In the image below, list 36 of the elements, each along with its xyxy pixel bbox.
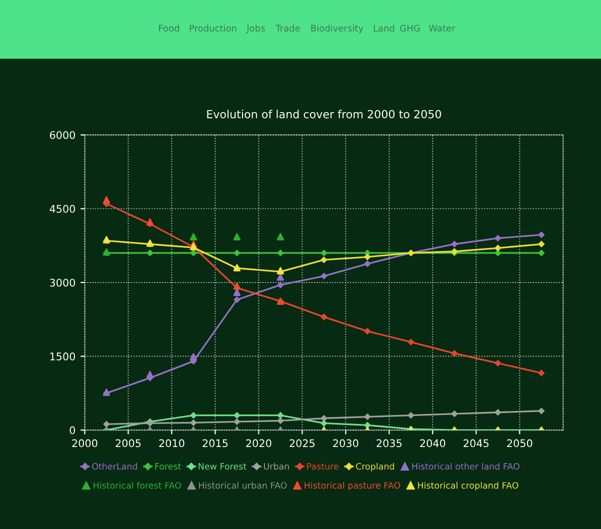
text: Food: [159, 24, 179, 32]
y-tick-label: 1500: [50, 352, 76, 360]
legend-label: Historical other land FAO: [412, 462, 520, 470]
text: Trade: [276, 24, 300, 32]
x-tick-label: 2050: [507, 439, 532, 448]
legend-label: Historical urban FAO: [198, 482, 287, 489]
legend-label: Forest: [155, 463, 182, 470]
legend-label: Cropland: [356, 462, 394, 472]
chart-title: Evolution of land cover from 2000 to 2050: [207, 110, 442, 118]
legend-label: Historical pasture FAO: [304, 482, 400, 490]
y-tick-label: 0: [70, 426, 76, 434]
y-tick-label: 3000: [50, 278, 76, 287]
x-tick-label: 2015: [202, 439, 228, 448]
legend-label: OtherLand: [92, 462, 137, 470]
x-tick-label: 2025: [290, 439, 315, 448]
legend-label: Urban: [264, 462, 289, 470]
text: Jobs: [246, 24, 265, 34]
legend-label: New Forest: [198, 463, 246, 470]
text: Water: [428, 24, 456, 32]
x-tick-label: 2020: [246, 439, 272, 448]
legend-label: Historical cropland FAO: [418, 482, 518, 490]
legend-label: Historical forest FAO: [94, 482, 181, 489]
x-tick-label: 2005: [116, 439, 141, 448]
text: GHG: [400, 24, 420, 32]
x-tick-label: 2010: [159, 439, 184, 448]
legend-label: Pasture: [307, 463, 338, 470]
text: Production: [190, 24, 236, 32]
y-tick-label: 6000: [50, 131, 76, 139]
y-tick-label: 4500: [50, 204, 76, 213]
x-tick-label: 2035: [376, 439, 402, 448]
x-tick-label: 2030: [333, 439, 358, 448]
text: Land: [374, 24, 394, 32]
text: Biodiversity: [311, 24, 364, 34]
x-tick-label: 2045: [464, 439, 488, 448]
x-tick-label: 2000: [72, 439, 98, 448]
x-tick-label: 2040: [420, 439, 446, 448]
